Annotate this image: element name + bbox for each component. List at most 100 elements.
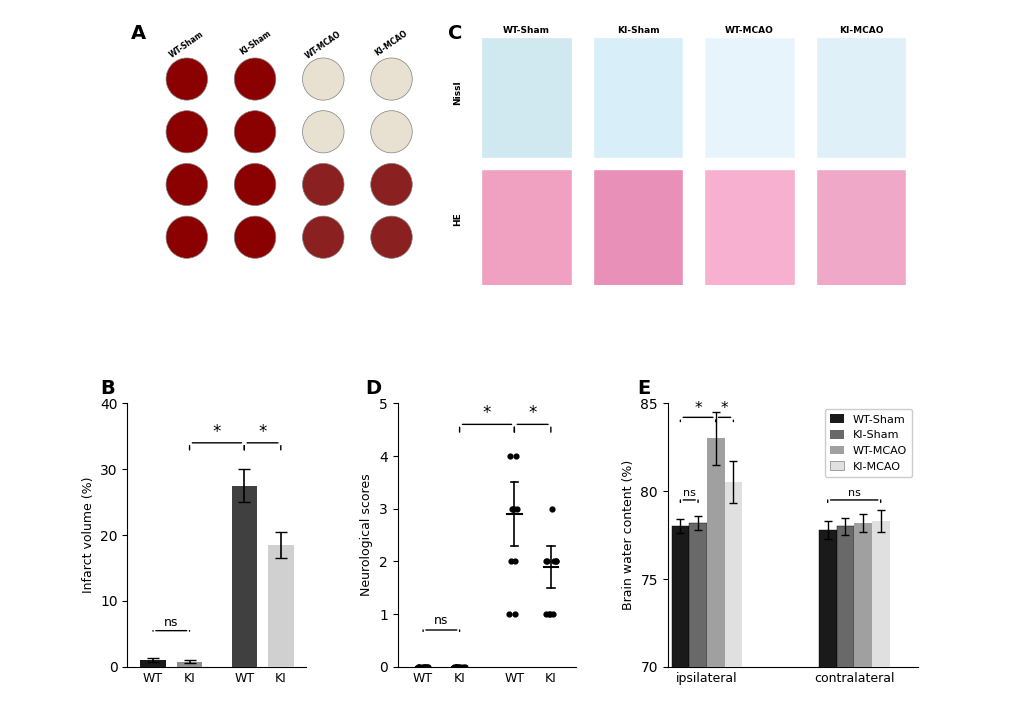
Point [540,609,556,620]
Ellipse shape [370,216,412,258]
Text: ns: ns [847,488,860,498]
FancyBboxPatch shape [815,168,905,290]
Point [411,661,427,673]
Point [502,556,519,567]
Point [447,661,464,673]
Ellipse shape [303,164,343,206]
Ellipse shape [303,216,343,258]
Text: *: * [528,404,536,422]
Point [416,661,432,673]
FancyBboxPatch shape [592,168,683,290]
FancyBboxPatch shape [704,168,794,290]
Text: KI-MCAO: KI-MCAO [838,27,882,35]
Ellipse shape [234,58,275,100]
Point [448,661,465,673]
Point [505,503,522,515]
Text: HE: HE [452,212,462,225]
Point [543,503,559,515]
Point [451,661,468,673]
Point [538,609,554,620]
Y-axis label: Infarct volume (%): Infarct volume (%) [82,477,95,593]
Point [547,556,564,567]
Point [505,556,522,567]
Text: *: * [694,401,701,416]
Point [504,503,521,515]
Bar [268,545,293,667]
FancyBboxPatch shape [815,37,905,158]
Point [506,451,523,462]
Ellipse shape [166,164,208,206]
Point [411,661,427,673]
Text: WT-Sham: WT-Sham [502,27,549,35]
Bar [818,530,836,702]
Ellipse shape [303,58,343,100]
Text: ns: ns [164,616,178,629]
Point [419,661,435,673]
Text: *: * [482,404,491,422]
Point [544,609,560,620]
Text: KI-Sham: KI-Sham [616,27,658,35]
Point [454,661,471,673]
Ellipse shape [370,164,412,206]
Text: WT-Sham: WT-Sham [168,29,206,59]
Bar [176,661,202,667]
Ellipse shape [370,58,412,100]
Point [448,661,465,673]
FancyBboxPatch shape [481,37,571,158]
Text: *: * [258,423,267,441]
Point [500,609,517,620]
Text: WT-MCAO: WT-MCAO [304,29,342,60]
FancyBboxPatch shape [481,168,571,290]
Point [506,609,523,620]
Point [503,503,520,515]
Point [537,556,553,567]
Text: Nissl: Nissl [452,80,462,105]
Text: *: * [213,423,221,441]
Text: ns: ns [682,488,695,498]
Point [501,451,518,462]
Text: WT-MCAO: WT-MCAO [725,27,773,35]
Bar [671,526,689,702]
Bar [723,482,742,702]
Text: ns: ns [434,614,448,628]
Ellipse shape [166,58,208,100]
Ellipse shape [166,111,208,153]
FancyBboxPatch shape [592,37,683,158]
Ellipse shape [303,111,343,153]
Point [445,661,462,673]
Bar [836,526,853,702]
Bar [141,661,166,667]
Bar [706,439,723,702]
Text: KI-Sham: KI-Sham [237,29,272,57]
Point [420,661,436,673]
Ellipse shape [234,216,275,258]
Point [541,609,557,620]
Bar [871,521,889,702]
Ellipse shape [370,111,412,153]
Point [410,661,426,673]
Bar [853,523,871,702]
Ellipse shape [234,164,275,206]
Point [457,661,473,673]
Point [450,661,467,673]
Y-axis label: Brain water content (%): Brain water content (%) [622,460,634,610]
Text: E: E [637,379,650,398]
Y-axis label: Neurological scores: Neurological scores [360,474,373,597]
Point [417,661,433,673]
Point [545,556,561,567]
Text: D: D [365,379,381,398]
Point [417,661,433,673]
Point [413,661,429,673]
Point [547,556,564,567]
Point [539,556,555,567]
Text: B: B [101,379,115,398]
Ellipse shape [166,216,208,258]
Point [508,503,525,515]
Legend: WT-Sham, KI-Sham, WT-MCAO, KI-MCAO: WT-Sham, KI-Sham, WT-MCAO, KI-MCAO [824,409,912,477]
Text: C: C [447,24,462,43]
Point [447,661,464,673]
Text: KI-MCAO: KI-MCAO [373,29,409,58]
Point [448,661,465,673]
Text: *: * [720,401,728,416]
Bar [689,523,706,702]
